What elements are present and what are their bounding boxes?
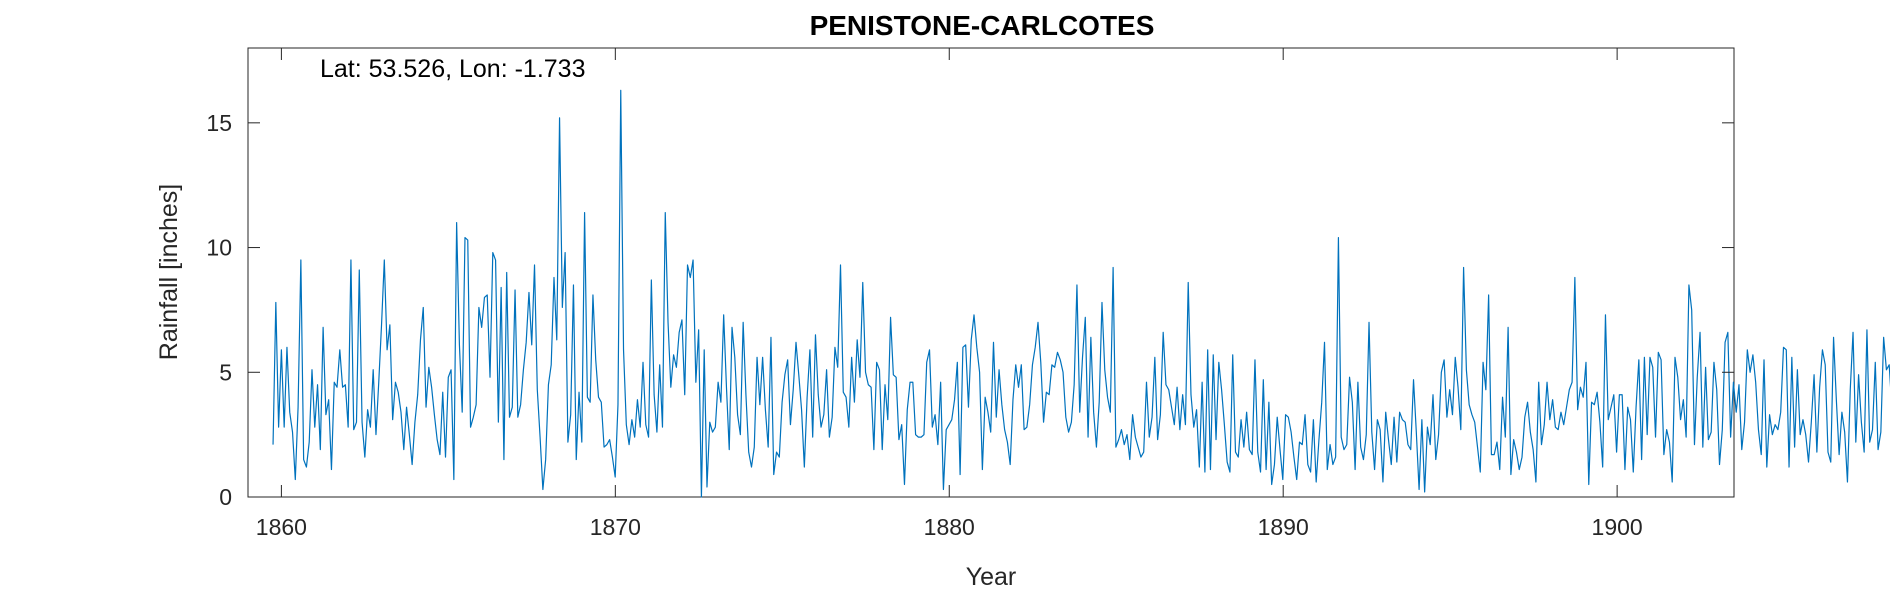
y-axis-label: Rainfall [inches] [155, 184, 183, 360]
rainfall-series-line [272, 89, 1890, 498]
x-tick-label: 1900 [1592, 514, 1643, 540]
ticks-layer: 1860 1870 1880 1890 1900 0 5 10 15 [206, 48, 1734, 540]
chart-title: PENISTONE-CARLCOTES [810, 10, 1155, 41]
x-axis-label: Year [966, 563, 1017, 591]
y-tick-label: 15 [206, 110, 232, 136]
x-tick-label: 1890 [1258, 514, 1309, 540]
x-tick-label: 1860 [256, 514, 307, 540]
x-tick-label: 1880 [924, 514, 975, 540]
y-tick-label: 0 [219, 484, 232, 510]
coordinate-annotation: Lat: 53.526, Lon: -1.733 [320, 55, 586, 83]
series-layer [272, 89, 1890, 498]
plot-area: 1860 1870 1880 1890 1900 0 5 10 15 [206, 47, 1890, 540]
y-tick-label: 10 [206, 235, 232, 261]
y-tick-label: 5 [219, 359, 232, 385]
x-tick-label: 1870 [590, 514, 641, 540]
